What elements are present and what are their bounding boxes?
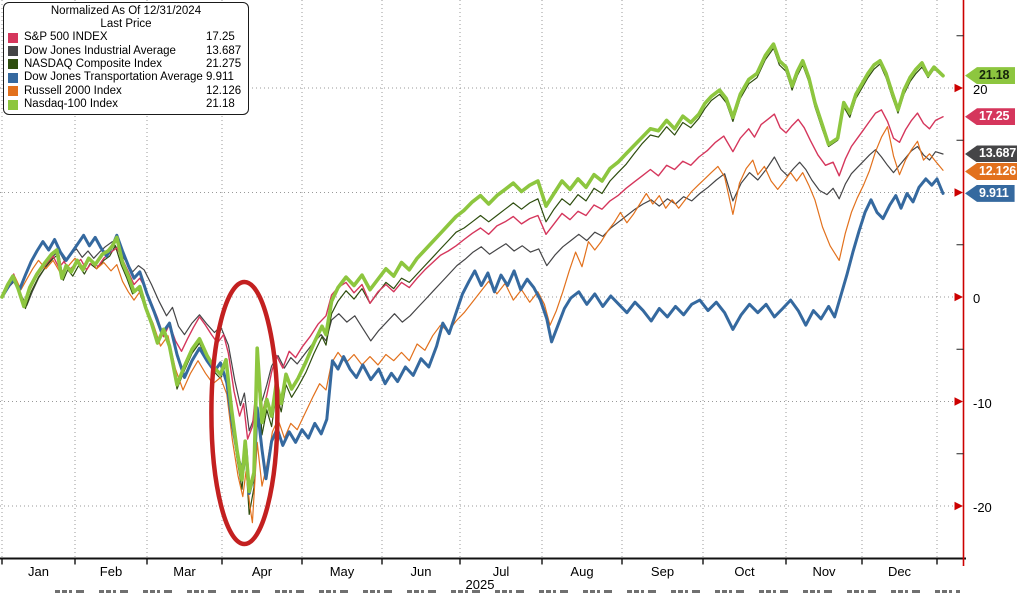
truncated-footer-text — [55, 589, 960, 593]
price-tag-russell-2000-index: 12.126 — [965, 162, 1017, 180]
legend-title: Normalized As Of 12/31/2024 — [50, 5, 202, 17]
x-axis-month-label-jan: Jan — [28, 564, 49, 579]
legend-row-nasdaq-100-index[interactable]: Nasdaq-100 Index 21.18 — [8, 98, 244, 111]
legend-series-last-price: 21.18 — [206, 98, 235, 111]
y-axis-tick-label-0: 0 — [973, 291, 981, 306]
legend-series-last-price: 21.275 — [206, 57, 242, 70]
legend-series-name: Dow Jones Transportation Average — [24, 71, 203, 84]
series-line-s-p-500-index — [1, 109, 944, 440]
legend-color-swatch-icon — [8, 99, 18, 110]
legend-color-swatch-icon — [8, 86, 18, 97]
legend-series-last-price: 9.911 — [206, 71, 234, 84]
y-axis-tick-label--20: -20 — [973, 500, 992, 515]
legend-rows: S&P 500 INDEX 17.25 Dow Jones Industrial A… — [8, 31, 244, 111]
legend-series-name: NASDAQ Composite Index — [24, 57, 163, 70]
x-axis-month-label-dec: Dec — [887, 564, 912, 579]
legend-subtitle: Last Price — [100, 18, 152, 30]
legend-color-swatch-icon — [8, 59, 18, 70]
series-line-dow-jones-transportation-average — [0, 177, 945, 495]
x-axis-month-label-oct: Oct — [734, 564, 755, 579]
x-axis-month-label-aug: Aug — [570, 564, 594, 579]
legend-color-swatch-icon — [8, 72, 18, 83]
x-axis-month-label-sep: Sep — [650, 564, 675, 579]
y-axis-tick-arrow-icon--10 — [954, 397, 963, 406]
x-axis-month-label-apr: Apr — [251, 564, 273, 579]
legend-series-last-price: 13.687 — [206, 44, 242, 57]
legend-color-swatch-icon — [8, 32, 18, 43]
x-axis-year-label: 2025 — [465, 577, 495, 592]
legend-row-nasdaq-composite-index[interactable]: NASDAQ Composite Index 21.275 — [8, 58, 244, 71]
x-axis-month-label-may: May — [329, 564, 355, 579]
x-axis-month-label-mar: Mar — [173, 564, 196, 579]
x-axis-month-label-nov: Nov — [812, 564, 836, 579]
x-axis-month-label-jul: Jul — [492, 564, 510, 579]
legend-series-name: Russell 2000 Index — [24, 84, 122, 97]
crash-annotation-ellipse — [209, 279, 280, 547]
y-axis-tick-arrow-icon-0 — [954, 292, 963, 302]
series-line-dow-jones-industrial-average — [1, 145, 944, 432]
series-line-russell-2000-index — [1, 126, 944, 524]
x-axis-month-label-jun: Jun — [410, 564, 432, 579]
legend-series-name: S&P 500 INDEX — [24, 31, 108, 44]
y-axis-tick-arrow-icon-20 — [954, 83, 963, 93]
price-tag-dow-jones-transportation-average: 9.911 — [965, 184, 1015, 202]
y-axis-tick-arrow-icon--20 — [954, 501, 963, 511]
legend-series-last-price: 12.126 — [206, 84, 242, 97]
y-axis-tick-label--10: -10 — [973, 395, 992, 411]
legend-color-swatch-icon — [8, 46, 18, 57]
legend-row-dow-jones-industrial-average[interactable]: Dow Jones Industrial Average 13.687 — [8, 44, 244, 57]
x-axis-month-label-feb: Feb — [99, 564, 123, 579]
y-axis-tick-arrow-icon-10 — [954, 188, 963, 197]
legend-series-name: Dow Jones Industrial Average — [24, 44, 176, 57]
y-axis-tick-label-20: 20 — [973, 82, 988, 97]
series-line-nasdaq-100-index — [0, 42, 945, 494]
price-tag-s-p-500-index: 17.25 — [965, 108, 1016, 126]
legend-series-last-price: 17.25 — [206, 31, 235, 44]
legend-row-russell-2000-index[interactable]: Russell 2000 Index 12.126 — [8, 85, 244, 98]
price-tag-nasdaq-100-index: 21.18 — [965, 67, 1016, 85]
legend-panel: Normalized As Of 12/31/2024 Last Price S… — [3, 2, 249, 116]
price-tag-dow-jones-industrial-average: 13.687 — [965, 145, 1017, 163]
legend-series-name: Nasdaq-100 Index — [24, 98, 118, 111]
legend-row-s-p-500-index[interactable]: S&P 500 INDEX 17.25 — [8, 31, 244, 44]
legend-row-dow-jones-transportation-average[interactable]: Dow Jones Transportation Average 9.911 — [8, 71, 244, 84]
